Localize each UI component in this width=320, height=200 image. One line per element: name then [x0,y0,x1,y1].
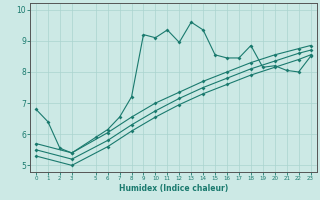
X-axis label: Humidex (Indice chaleur): Humidex (Indice chaleur) [119,184,228,193]
